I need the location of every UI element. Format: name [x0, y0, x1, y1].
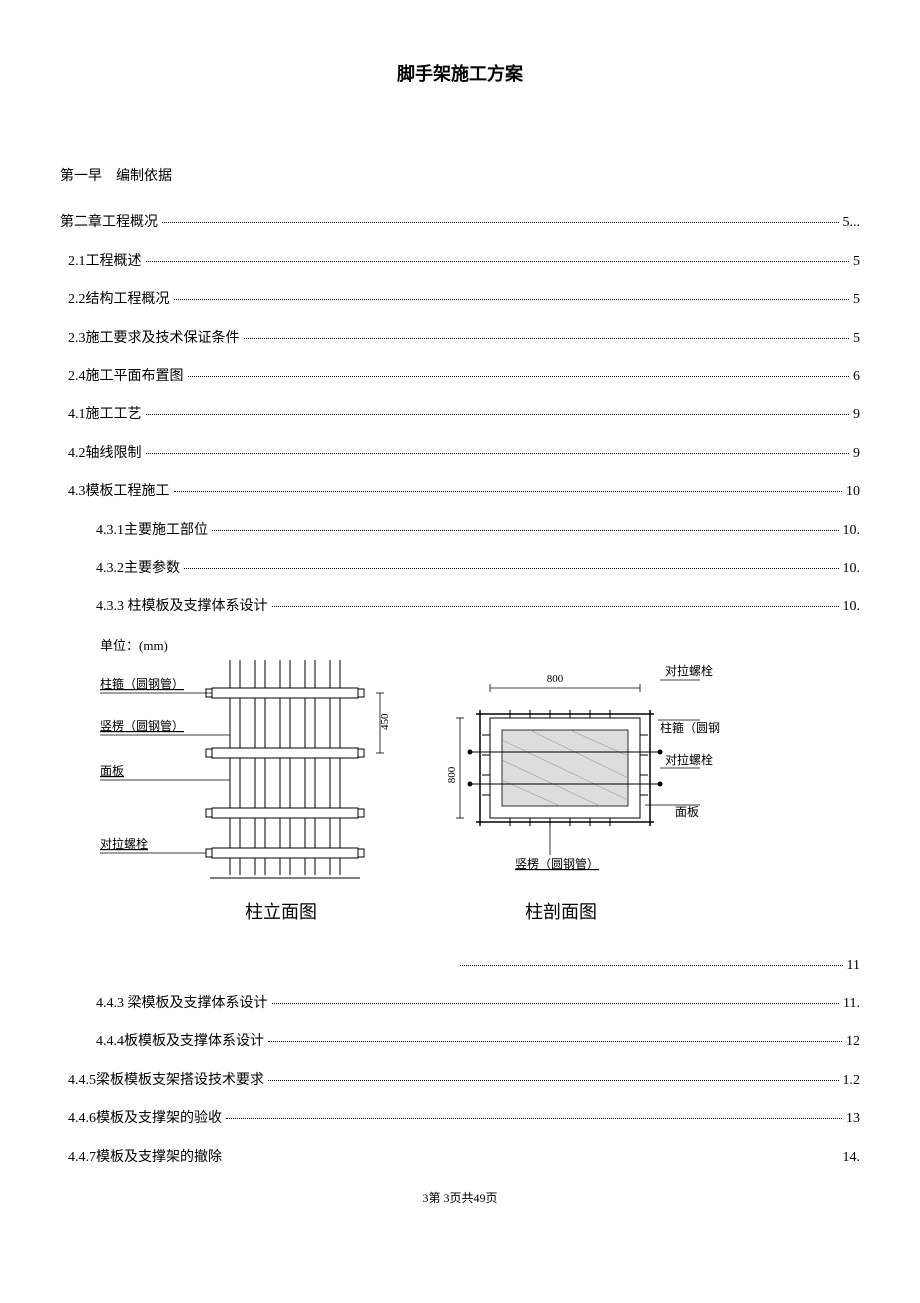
label-duila-right: 对拉螺栓 [665, 752, 713, 767]
toc-list-after: 114.4.3 梁模板及支撑体系设计11.4.4.4板模板及支撑体系设计124.… [60, 955, 860, 1169]
toc-row: 4.3模板工程施工 10 [60, 481, 860, 503]
diagram-unit-label: 单位：(mm) [100, 635, 860, 654]
toc-row: 4.3.3 柱模板及支撑体系设计 10. [60, 596, 860, 618]
toc-row: 2.2结构工程概况 5 [60, 289, 860, 311]
toc-label: 2.4施工平面布置图 [68, 366, 184, 388]
toc-row: 4.4.6模板及支撑架的验收 13 [60, 1108, 860, 1130]
toc-row: 2.4施工平面布置图 6 [60, 366, 860, 388]
label-duila-left: 对拉螺栓 [100, 836, 148, 851]
toc-row: 4.4.4板模板及支撑体系设计 12 [60, 1031, 860, 1053]
toc-leader [174, 299, 850, 300]
toc-leader [146, 261, 850, 262]
toc-leader [226, 1118, 842, 1119]
toc-page: 6 [853, 366, 860, 388]
toc-page: 10. [843, 558, 861, 580]
toc-row: 11 [60, 955, 860, 977]
label-shuleng-right: 竖楞（圆钢管） [515, 856, 599, 871]
left-caption: 柱立面图 [245, 902, 317, 922]
toc-row: 4.3.1主要施工部位 10. [60, 520, 860, 542]
toc-page: 10 [846, 481, 860, 503]
toc-row: 4.1施工工艺 9 [60, 404, 860, 426]
toc-page: 11 [847, 955, 860, 977]
column-diagram: 单位：(mm) [100, 635, 860, 945]
toc-list-before: 第一早 编制依据第二章工程概况5...2.1工程概述52.2结构工程概况52.3… [60, 166, 860, 619]
toc-label: 4.3.1主要施工部位 [96, 520, 208, 542]
toc-page: 9 [853, 404, 860, 426]
toc-page: 9 [853, 443, 860, 465]
toc-label: 4.3模板工程施工 [68, 481, 170, 503]
toc-leader [272, 1003, 840, 1004]
toc-page: 12 [846, 1031, 860, 1053]
label-mianban-right: 面板 [675, 805, 699, 819]
toc-leader [244, 338, 850, 339]
label-zhugu-left: 柱箍（圆钢管） [100, 676, 184, 691]
toc-page: 5 [853, 251, 860, 273]
toc-leader [272, 606, 839, 607]
toc-row: 2.1工程概述 5 [60, 251, 860, 273]
toc-label: 4.2轴线限制 [68, 443, 142, 465]
toc-label: 4.3.2主要参数 [96, 558, 180, 580]
toc-leader [188, 376, 850, 377]
toc-page: 14. [843, 1147, 861, 1169]
toc-label: 4.3.3 柱模板及支撑体系设计 [96, 596, 268, 618]
label-shuleng-left: 竖楞（圆钢管） [100, 718, 184, 733]
toc-label: 4.4.3 梁模板及支撑体系设计 [96, 993, 268, 1015]
dim-450: 450 [379, 713, 391, 730]
toc-label: 第二章工程概况 [60, 212, 158, 234]
toc-leader [212, 530, 839, 531]
diagram-svg: 柱箍（圆钢管） 竖楞（圆钢管） 面板 对拉螺栓 450 柱立面图 [100, 660, 720, 940]
toc-leader [460, 965, 843, 966]
toc-label: 4.4.7模板及支撑架的撤除 [68, 1147, 222, 1169]
toc-label: 4.4.5梁板模板支架搭设技术要求 [68, 1070, 264, 1092]
label-duila-right-top: 对拉螺栓 [665, 663, 713, 678]
toc-row: 2.3施工要求及技术保证条件 5 [60, 328, 860, 350]
toc-row: 4.3.2主要参数 10. [60, 558, 860, 580]
toc-row: 4.2轴线限制 9 [60, 443, 860, 465]
toc-leader [184, 568, 839, 569]
toc-page: 10. [843, 596, 861, 618]
toc-page: 13 [846, 1108, 860, 1130]
toc-label: 第一早 编制依据 [60, 166, 172, 188]
page-footer: 3第 3页共49页 [60, 1189, 860, 1206]
toc-leader [268, 1041, 842, 1042]
dim-800-w: 800 [547, 673, 564, 685]
toc-leader [146, 414, 850, 415]
toc-leader [268, 1080, 839, 1081]
toc-label: 4.4.6模板及支撑架的验收 [68, 1108, 222, 1130]
dim-800-h: 800 [446, 766, 458, 783]
toc-label: 2.3施工要求及技术保证条件 [68, 328, 240, 350]
toc-row: 4.4.7模板及支撑架的撤除 14. [60, 1147, 860, 1169]
toc-page: 1.2 [843, 1070, 861, 1092]
toc-leader [174, 491, 843, 492]
toc-label: 4.1施工工艺 [68, 404, 142, 426]
toc-row: 第一早 编制依据 [60, 166, 860, 188]
page-title: 脚手架施工方案 [60, 60, 860, 86]
toc-page: 5 [853, 289, 860, 311]
label-mianban-left: 面板 [100, 764, 124, 778]
toc-label: 4.4.4板模板及支撑体系设计 [96, 1031, 264, 1053]
toc-label: 2.1工程概述 [68, 251, 142, 273]
toc-leader [162, 222, 839, 223]
toc-label: 2.2结构工程概况 [68, 289, 170, 311]
label-zhugu-right: 柱箍（圆钢管） [660, 720, 720, 735]
toc-row: 第二章工程概况 5... [60, 212, 860, 234]
right-caption: 柱剖面图 [525, 902, 597, 922]
toc-page: 5... [843, 212, 861, 234]
toc-leader [146, 453, 850, 454]
toc-page: 5 [853, 328, 860, 350]
toc-page: 10. [843, 520, 861, 542]
toc-row: 4.4.5梁板模板支架搭设技术要求 1.2 [60, 1070, 860, 1092]
toc-row: 4.4.3 梁模板及支撑体系设计 11. [60, 993, 860, 1015]
toc-page: 11. [843, 993, 860, 1015]
